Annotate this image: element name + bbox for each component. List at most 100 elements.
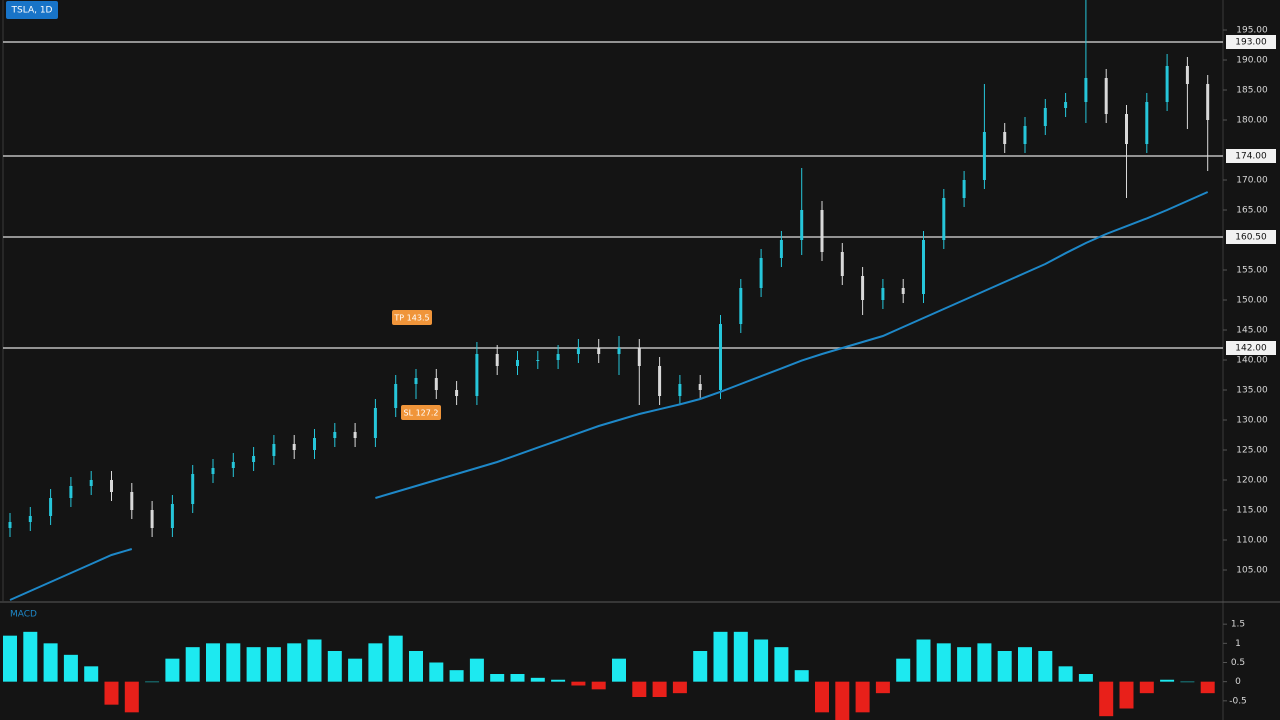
candle-body xyxy=(1165,66,1169,102)
histogram-bar xyxy=(1160,679,1175,682)
histogram-bar xyxy=(1180,681,1195,683)
histogram-bar xyxy=(388,635,403,682)
histogram-bar xyxy=(612,658,626,682)
histogram-bar xyxy=(896,658,911,682)
candle-body xyxy=(820,210,824,252)
candle-body xyxy=(719,324,722,390)
y-tick-label: -0.5 xyxy=(1229,696,1247,706)
candle-body xyxy=(861,276,865,300)
y-tick-label: 120.00 xyxy=(1236,476,1268,486)
y-tick-label: 140.00 xyxy=(1236,356,1268,366)
candle-body xyxy=(739,288,743,324)
histogram-bar xyxy=(23,631,38,682)
histogram-bar xyxy=(794,670,809,682)
candle-body xyxy=(698,384,702,390)
candle-body xyxy=(800,210,804,240)
candle-body xyxy=(962,180,966,198)
candle-body xyxy=(982,132,986,180)
histogram-bar xyxy=(835,681,850,720)
candle-body xyxy=(658,366,662,396)
candle-body xyxy=(556,354,560,360)
level-badge xyxy=(1226,149,1276,163)
candle-body xyxy=(475,354,479,396)
moving-average xyxy=(9,548,133,601)
y-tick-label: 105.00 xyxy=(1236,566,1268,576)
candle-body xyxy=(779,240,783,258)
histogram-bar xyxy=(429,662,444,682)
histogram-bar xyxy=(1018,647,1032,682)
y-tick-label: 170.00 xyxy=(1236,176,1268,186)
y-tick-label: 150.00 xyxy=(1236,296,1268,306)
histogram-bar xyxy=(226,643,241,682)
level-label: 174.00 xyxy=(1235,152,1267,162)
level-badge xyxy=(1226,341,1276,355)
candle-body xyxy=(353,432,357,438)
candle-body xyxy=(759,258,763,288)
candle-body xyxy=(373,408,377,438)
candle-body xyxy=(394,384,398,408)
candle-body xyxy=(516,360,519,366)
level-label: 142.00 xyxy=(1235,344,1267,354)
chart-title: TSLA, 1D xyxy=(11,6,53,16)
candle-body xyxy=(89,480,93,486)
candle-body xyxy=(637,348,641,366)
y-tick-label: 195.00 xyxy=(1236,26,1268,36)
y-tick-label: 0 xyxy=(1235,677,1241,687)
y-tick-label: 130.00 xyxy=(1236,416,1268,426)
candle-body xyxy=(170,504,174,528)
histogram-bar xyxy=(957,647,972,682)
candle-body xyxy=(333,432,337,438)
candle-body xyxy=(1003,132,1007,144)
histogram-bar xyxy=(1139,681,1154,694)
histogram-bar xyxy=(591,681,606,690)
histogram-bar xyxy=(206,643,220,682)
candle-body xyxy=(130,492,134,510)
level-badge xyxy=(1226,230,1276,244)
candle-body xyxy=(901,288,905,294)
candle-body xyxy=(292,444,296,450)
moving-average xyxy=(375,191,1209,499)
candle-body xyxy=(1023,126,1027,144)
candle-body xyxy=(1145,102,1149,144)
candle-body xyxy=(1125,114,1128,144)
histogram-bar xyxy=(875,681,890,694)
histogram-bar xyxy=(672,681,687,694)
candle-body xyxy=(1084,78,1088,102)
histogram-bar xyxy=(490,674,505,682)
histogram-bar xyxy=(84,666,99,682)
histogram-bar xyxy=(1058,666,1073,682)
histogram-bar xyxy=(510,674,525,682)
candle-body xyxy=(840,252,844,276)
histogram-bar xyxy=(1038,651,1053,682)
candle-body xyxy=(69,486,73,498)
annotation-badge xyxy=(392,310,432,325)
histogram-bar xyxy=(530,677,545,682)
candle-body xyxy=(597,348,601,354)
candle-body xyxy=(495,354,499,366)
candle-body xyxy=(313,438,316,450)
candle-body xyxy=(191,474,195,504)
histogram-bar xyxy=(997,651,1012,682)
histogram-bar xyxy=(1099,681,1114,717)
histogram-bar xyxy=(1119,681,1134,709)
candle-body xyxy=(1185,66,1189,84)
candle-body xyxy=(1043,108,1047,126)
candle-body xyxy=(414,378,418,384)
y-tick-label: 190.00 xyxy=(1236,56,1268,66)
y-tick-label: 135.00 xyxy=(1236,386,1268,396)
candle-body xyxy=(576,348,580,354)
y-tick-label: 125.00 xyxy=(1236,446,1268,456)
y-tick-label: 1.5 xyxy=(1231,620,1245,630)
candle-body xyxy=(1104,78,1108,114)
histogram-bar xyxy=(449,670,464,682)
level-label: 160.50 xyxy=(1235,233,1267,243)
histogram-bar xyxy=(266,647,281,682)
candle-body xyxy=(28,516,32,522)
y-tick-label: 0.5 xyxy=(1231,658,1245,668)
histogram-bar xyxy=(632,681,647,697)
histogram-bar xyxy=(287,643,302,682)
histogram-bar xyxy=(124,681,139,713)
histogram-bar xyxy=(693,651,708,682)
candle-body xyxy=(110,480,113,492)
